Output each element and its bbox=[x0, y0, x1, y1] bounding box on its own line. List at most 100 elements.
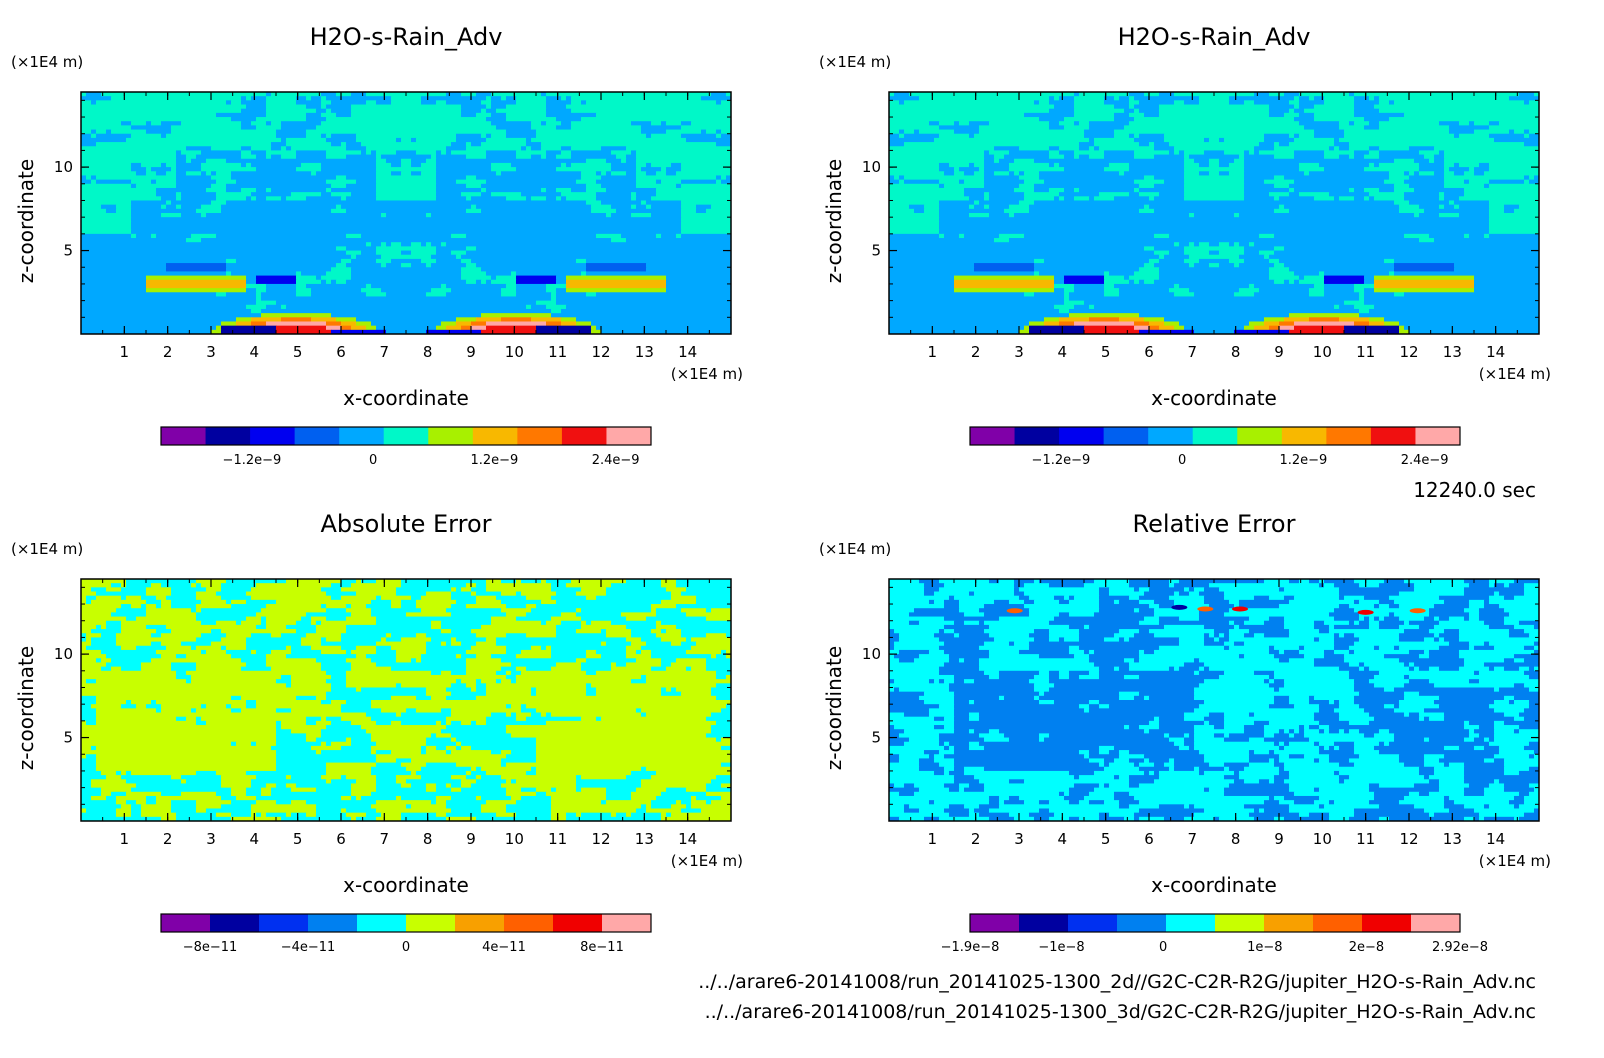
heatmap-cell bbox=[1179, 150, 1185, 156]
heatmap-cell bbox=[1419, 691, 1539, 697]
heatmap-cell bbox=[1439, 645, 1470, 651]
heatmap-cell bbox=[321, 733, 372, 739]
heatmap-cell bbox=[1359, 729, 1380, 734]
heatmap-cell bbox=[101, 791, 112, 797]
heatmap-cell bbox=[1469, 599, 1485, 605]
heatmap-cell bbox=[994, 637, 1035, 643]
y-tick-label: 5 bbox=[871, 242, 881, 260]
heatmap-cell bbox=[476, 641, 497, 647]
heatmap-cell bbox=[944, 741, 950, 747]
heatmap-cell bbox=[889, 637, 900, 643]
heatmap-cell bbox=[671, 804, 687, 810]
heatmap-cell bbox=[1464, 192, 1539, 197]
heatmap-cell bbox=[1354, 599, 1360, 605]
heatmap-cell bbox=[536, 133, 647, 139]
heatmap-cell bbox=[271, 146, 282, 152]
heatmap-cell bbox=[1534, 808, 1539, 814]
heatmap-cell bbox=[176, 158, 187, 164]
heatmap-cell bbox=[1439, 633, 1460, 639]
heatmap-cell bbox=[456, 654, 462, 659]
heatmap-cell bbox=[1279, 766, 1285, 772]
heatmap-cell bbox=[914, 791, 1060, 797]
heatmap-cell bbox=[256, 812, 262, 818]
heatmap-cell bbox=[979, 712, 1185, 718]
heatmap-cell bbox=[81, 187, 157, 193]
heatmap-cell bbox=[1504, 695, 1515, 701]
heatmap-cell bbox=[466, 146, 522, 152]
heatmap-cell bbox=[1334, 637, 1360, 643]
heatmap-cell bbox=[1224, 775, 1240, 780]
heatmap-cell bbox=[606, 641, 632, 647]
heatmap-cell bbox=[1379, 729, 1390, 734]
heatmap-cell bbox=[376, 183, 437, 189]
heatmap-cell bbox=[974, 162, 985, 168]
heatmap-cell bbox=[1394, 599, 1445, 605]
heatmap-cell bbox=[1059, 146, 1080, 152]
heatmap-cell bbox=[641, 129, 667, 135]
heatmap-cell bbox=[231, 704, 247, 709]
heatmap-cell bbox=[276, 754, 377, 760]
heatmap-cell bbox=[581, 662, 612, 668]
heatmap-cell bbox=[1294, 800, 1315, 805]
heatmap-cell bbox=[456, 133, 482, 139]
heatmap-cell bbox=[266, 154, 272, 160]
heatmap-cell bbox=[161, 133, 167, 139]
heatmap-cell bbox=[1319, 804, 1325, 810]
heatmap-cell bbox=[341, 595, 377, 601]
x-tick-label: 13 bbox=[1443, 830, 1462, 848]
heatmap-cell bbox=[471, 629, 557, 634]
heatmap-cell bbox=[1449, 762, 1465, 768]
heatmap-cell bbox=[91, 175, 97, 181]
heatmap-cell bbox=[636, 708, 642, 714]
colorbar-tick-label: 0 bbox=[402, 940, 410, 955]
heatmap-cell bbox=[241, 125, 257, 131]
heatmap-cell bbox=[1169, 666, 1175, 672]
heatmap-cell bbox=[1289, 729, 1295, 734]
heatmap-cell bbox=[81, 200, 132, 206]
heatmap-cell bbox=[939, 167, 955, 172]
heatmap-cell bbox=[666, 167, 682, 172]
heatmap-cell bbox=[506, 112, 547, 118]
heatmap-cell bbox=[131, 133, 162, 139]
heatmap-cell bbox=[1089, 708, 1195, 714]
x-tick-label: 13 bbox=[635, 830, 654, 848]
heatmap-cell bbox=[581, 175, 602, 181]
heatmap-cell bbox=[1064, 296, 1070, 302]
heatmap-cell bbox=[226, 183, 332, 189]
heatmap-cell bbox=[461, 783, 472, 789]
heatmap-cell bbox=[306, 133, 322, 139]
heatmap-cell bbox=[1054, 700, 1090, 705]
heatmap-cell bbox=[321, 604, 327, 609]
x-tick-label: 9 bbox=[1274, 830, 1284, 848]
heatmap-cell bbox=[899, 133, 905, 139]
heatmap-cell bbox=[201, 649, 207, 655]
heatmap-cell bbox=[346, 175, 377, 181]
heatmap-cell bbox=[1299, 725, 1305, 730]
heatmap-cell bbox=[606, 591, 672, 597]
colorbar-tick-label: 2e−8 bbox=[1349, 940, 1384, 955]
heatmap-cell bbox=[1444, 762, 1450, 768]
file-path-line-1: ../../arare6-20141008/run_20141025-1300_… bbox=[698, 971, 1536, 993]
heatmap-cell bbox=[1464, 233, 1470, 239]
heatmap-cell bbox=[481, 766, 532, 772]
heatmap-cell bbox=[586, 620, 592, 626]
heatmap-cell bbox=[889, 242, 1175, 247]
heatmap-cell bbox=[899, 733, 940, 739]
heatmap-cell bbox=[969, 745, 985, 751]
heatmap-cell bbox=[81, 624, 97, 630]
colorbar-swatch bbox=[383, 427, 429, 445]
heatmap-cell bbox=[1354, 649, 1410, 655]
heatmap-cell bbox=[331, 108, 352, 114]
heatmap-cell bbox=[86, 637, 92, 643]
heatmap-cell bbox=[336, 175, 347, 181]
heatmap-cell bbox=[376, 775, 397, 780]
heatmap-cell bbox=[191, 158, 207, 164]
heatmap-cell bbox=[1204, 641, 1225, 647]
heatmap-cell bbox=[1259, 808, 1265, 814]
heatmap-cell bbox=[1154, 263, 1190, 268]
heatmap-cell bbox=[466, 658, 502, 664]
heatmap-cell bbox=[1469, 645, 1475, 651]
heatmap-cell bbox=[1049, 629, 1080, 634]
heatmap-cell bbox=[1224, 641, 1235, 647]
heatmap-cell bbox=[251, 779, 327, 785]
